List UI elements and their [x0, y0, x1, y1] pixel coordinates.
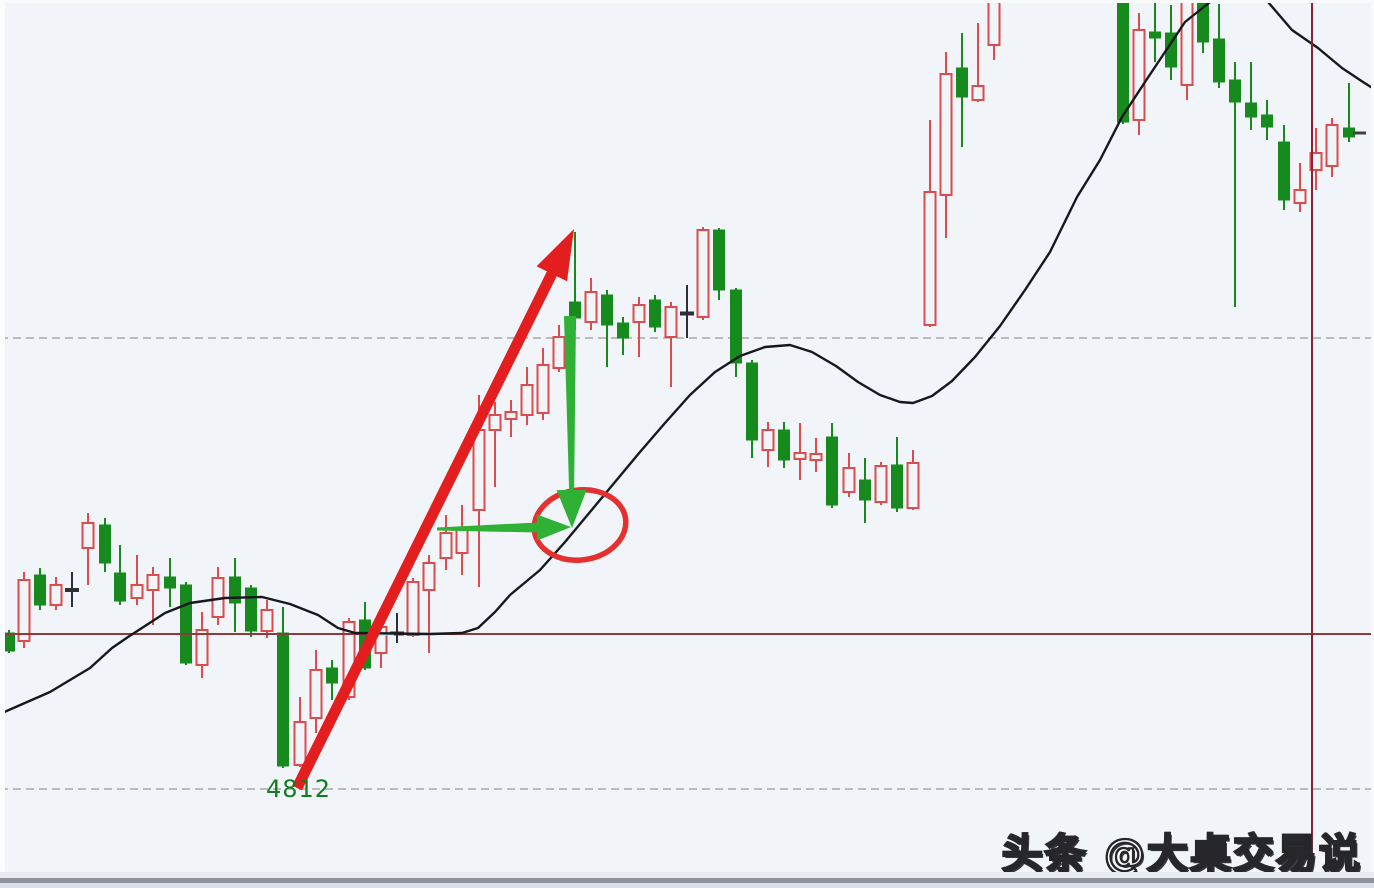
- candle-body-up: [1293, 189, 1307, 204]
- candle-body-up: [342, 621, 356, 698]
- candle-body-up: [439, 532, 453, 559]
- candle-body-down: [34, 574, 46, 606]
- candle-body-up: [939, 73, 953, 196]
- candle-body-up: [520, 384, 534, 416]
- candle-body-up: [504, 411, 518, 420]
- candle-body-down: [730, 289, 742, 364]
- candle-body-down: [891, 464, 903, 509]
- candle-body-down: [1245, 102, 1257, 118]
- candle-body-up: [81, 522, 95, 549]
- window-left-border: [0, 0, 5, 888]
- candle-body-up: [422, 562, 436, 591]
- candle-body-down: [746, 362, 758, 441]
- candle-body-up: [552, 336, 566, 369]
- candle-body-up: [809, 453, 823, 461]
- candle-body-down: [826, 436, 838, 506]
- candle-body-down: [180, 584, 192, 664]
- candle-body-up: [874, 465, 888, 503]
- candle-body-down: [1197, 2, 1209, 43]
- candle-body-down: [164, 576, 176, 589]
- candle-body-down: [601, 294, 613, 326]
- candle-body-up: [536, 364, 550, 414]
- candle-body-down: [1117, 1, 1129, 123]
- candle-body-up: [696, 229, 710, 318]
- green-right-arrow: [437, 514, 571, 541]
- window-bottom-frame-shadow: [0, 883, 1374, 888]
- candle-body-up: [309, 669, 323, 719]
- candle-body-up: [632, 304, 646, 323]
- ma-line: [0, 0, 1215, 715]
- candle-body-down: [1278, 141, 1290, 201]
- watermark-text: 头条 @大桌交易说: [1001, 829, 1362, 879]
- candle-body-up: [1309, 152, 1323, 171]
- candle-body-up: [195, 629, 209, 666]
- candle-body-up: [17, 579, 31, 642]
- candle-body-down: [569, 301, 581, 319]
- window-top-border: [0, 0, 1374, 3]
- green-down-arrow: [556, 315, 587, 528]
- candle-body-up: [923, 191, 937, 326]
- candle-body-up: [293, 721, 307, 766]
- candle-body-up: [1325, 124, 1339, 167]
- candle-body-up: [130, 584, 144, 599]
- candle-body-down: [114, 572, 126, 602]
- candle-body-down: [617, 322, 629, 339]
- candle-body-up: [971, 85, 985, 101]
- candle-body-up: [146, 574, 160, 591]
- candle-body-up: [49, 584, 63, 606]
- candle-body-up: [260, 609, 274, 632]
- candle-body-down: [713, 229, 725, 291]
- candle-body-down: [277, 632, 289, 767]
- candle-body-down: [99, 524, 111, 564]
- ma-line: [1266, 0, 1374, 91]
- candle-body-down: [326, 667, 338, 684]
- candle-body-up: [842, 467, 856, 493]
- candle-body-down: [1213, 38, 1225, 83]
- window-right-border: [1371, 0, 1374, 888]
- candle-body-up: [761, 429, 775, 451]
- candle-body-down: [3, 632, 15, 652]
- window-bottom-frame-bar[interactable]: [0, 878, 1374, 883]
- swing-low-price-label: 4812: [266, 775, 332, 803]
- candle-body-down: [1261, 114, 1273, 128]
- candle-body-down: [859, 479, 871, 501]
- window-bottom-frame-light: [0, 872, 1374, 878]
- candle-body-down: [778, 429, 790, 461]
- candle-body-down: [956, 67, 968, 98]
- candle-body-up: [472, 429, 486, 511]
- candle-body-down: [649, 299, 661, 328]
- candle-body-up: [1132, 29, 1146, 121]
- candle-body-up: [906, 462, 920, 509]
- candle-body-up: [584, 291, 598, 323]
- red-uptrend-arrow: [292, 229, 574, 791]
- candle-body-up: [488, 414, 502, 431]
- candle-body-up: [1180, 0, 1194, 86]
- candle-body-down: [1343, 127, 1355, 138]
- candle-body-up: [406, 581, 420, 636]
- candle-body-up: [987, 0, 1001, 46]
- candle-body-up: [664, 306, 678, 338]
- candle-body-down: [245, 587, 257, 632]
- candle-body-up: [455, 527, 469, 554]
- candle-body-down: [1229, 79, 1241, 103]
- candle-body-down: [229, 576, 241, 604]
- candle-body-up: [793, 452, 807, 460]
- candle-body-down: [1149, 31, 1161, 39]
